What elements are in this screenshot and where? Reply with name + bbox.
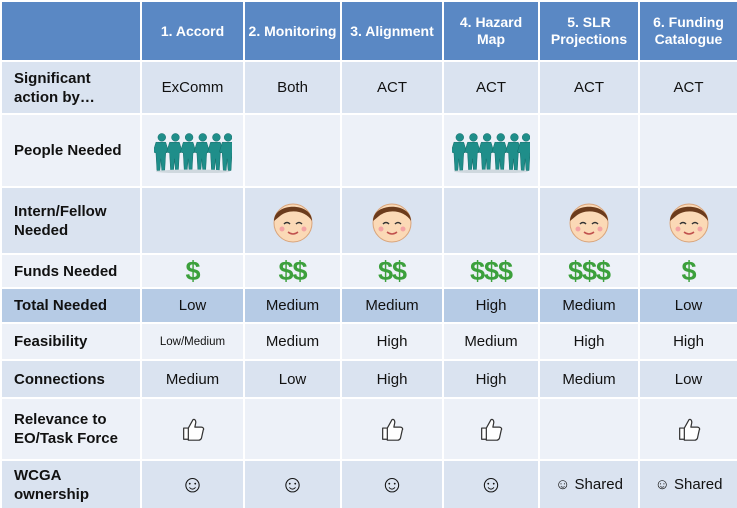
cell: Low: [243, 359, 342, 399]
face-icon: [367, 196, 417, 246]
people-icon: [452, 129, 530, 173]
row-label: Relevance to EO/Task Force: [0, 397, 142, 461]
row: Feasibility Low/Medium Medium High Mediu…: [0, 322, 737, 361]
cell: [140, 186, 245, 255]
cell: [638, 113, 737, 188]
cell: [442, 113, 540, 188]
cell: ExComm: [140, 60, 245, 115]
cell: $: [140, 253, 245, 289]
row: WCGA ownership ☺ ☺ ☺ ☺ ☺ Shared ☺ Shared: [0, 459, 737, 508]
cell: ☺: [442, 459, 540, 508]
row-label: WCGA ownership: [0, 459, 142, 508]
row: Connections Medium Low High High Medium …: [0, 359, 737, 399]
row-label: People Needed: [0, 113, 142, 188]
cell: Medium: [340, 287, 444, 324]
cell: Low/Medium: [140, 322, 245, 361]
row-label: Connections: [0, 359, 142, 399]
header-row: 1. Accord 2. Monitoring 3. Alignment 4. …: [0, 0, 737, 62]
cell: [538, 113, 640, 188]
row: People Needed: [0, 113, 737, 188]
row-label: Funds Needed: [0, 253, 142, 289]
cell: $$: [243, 253, 342, 289]
row: Significant action by… ExComm Both ACT A…: [0, 60, 737, 115]
row: Funds Needed $ $$ $$ $$$ $$$ $: [0, 253, 737, 289]
face-icon: [664, 196, 714, 246]
thumbs-up-icon: [179, 415, 207, 443]
cell: $$$: [442, 253, 540, 289]
cell: [538, 186, 640, 255]
cell: [442, 397, 540, 461]
row: Total Needed Low Medium Medium High Medi…: [0, 287, 737, 324]
cell: [340, 113, 444, 188]
cell: [340, 186, 444, 255]
cell: [243, 113, 342, 188]
cell: [243, 397, 342, 461]
cell: Both: [243, 60, 342, 115]
cell: [442, 186, 540, 255]
thumbs-up-icon: [477, 415, 505, 443]
cell: [638, 397, 737, 461]
cell: Medium: [243, 322, 342, 361]
cell: High: [340, 322, 444, 361]
cell: High: [538, 322, 640, 361]
cell: $: [638, 253, 737, 289]
column-header: 3. Alignment: [340, 0, 444, 62]
cell: High: [442, 287, 540, 324]
cell: [243, 186, 342, 255]
cell: Medium: [140, 359, 245, 399]
cell: $$$: [538, 253, 640, 289]
cell: High: [442, 359, 540, 399]
row-label: Intern/Fellow Needed: [0, 186, 142, 255]
column-header: 2. Monitoring: [243, 0, 342, 62]
cell: ☺: [243, 459, 342, 508]
column-header: 1. Accord: [140, 0, 245, 62]
cell: ☺ Shared: [538, 459, 640, 508]
cell: ACT: [442, 60, 540, 115]
column-header: 5. SLR Projections: [538, 0, 640, 62]
cell: ☺: [340, 459, 444, 508]
cell: ☺ Shared: [638, 459, 737, 508]
cell: Low: [638, 359, 737, 399]
cell: Low: [140, 287, 245, 324]
cell: [340, 397, 444, 461]
cell: Medium: [442, 322, 540, 361]
row-label: Significant action by…: [0, 60, 142, 115]
cell: [140, 397, 245, 461]
people-icon: [154, 129, 232, 173]
cell: ACT: [538, 60, 640, 115]
cell: Medium: [243, 287, 342, 324]
row-label: Total Needed: [0, 287, 142, 324]
cell: Low: [638, 287, 737, 324]
face-icon: [268, 196, 318, 246]
cell: [538, 397, 640, 461]
cell: [140, 113, 245, 188]
cell: ☺: [140, 459, 245, 508]
column-header: 4. Hazard Map: [442, 0, 540, 62]
row-label: Feasibility: [0, 322, 142, 361]
cell: $$: [340, 253, 444, 289]
cell: [638, 186, 737, 255]
thumbs-up-icon: [378, 415, 406, 443]
corner-cell: [0, 0, 142, 62]
row: Relevance to EO/Task Force: [0, 397, 737, 461]
cell: ACT: [638, 60, 737, 115]
row: Intern/Fellow Needed: [0, 186, 737, 255]
cell: High: [638, 322, 737, 361]
cell: Medium: [538, 359, 640, 399]
cell: Medium: [538, 287, 640, 324]
face-icon: [564, 196, 614, 246]
cell: ACT: [340, 60, 444, 115]
column-header: 6. Funding Catalogue: [638, 0, 737, 62]
thumbs-up-icon: [675, 415, 703, 443]
cell: High: [340, 359, 444, 399]
